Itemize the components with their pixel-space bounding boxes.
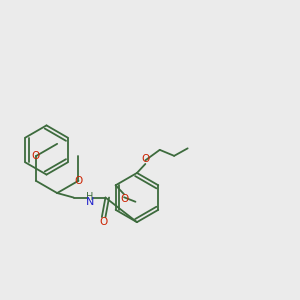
Text: O: O — [32, 151, 40, 161]
Text: O: O — [120, 194, 128, 204]
Text: O: O — [142, 154, 150, 164]
Text: O: O — [100, 218, 108, 227]
Text: H: H — [86, 192, 94, 202]
Text: O: O — [74, 176, 83, 186]
Text: N: N — [86, 197, 94, 207]
